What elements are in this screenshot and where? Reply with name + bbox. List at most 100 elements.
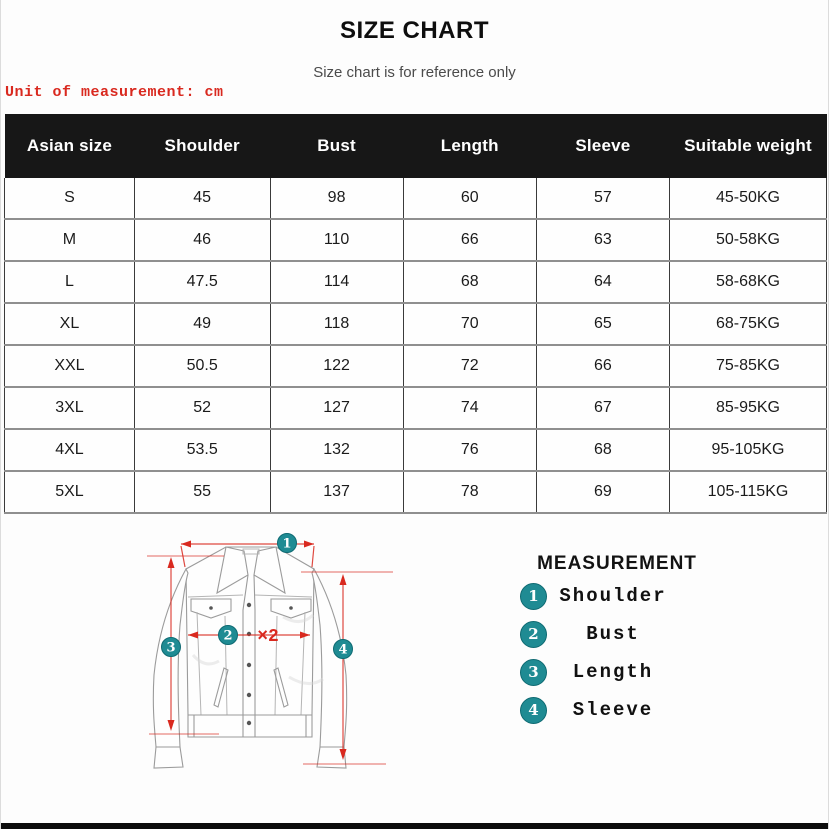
diagram-marker-1: 1 [277, 533, 297, 553]
legend-badge-4: 4 [520, 696, 547, 724]
column-header: Length [403, 114, 537, 178]
value-cell: 127 [270, 387, 404, 430]
value-cell: 50.5 [134, 345, 271, 388]
value-cell: 74 [403, 387, 537, 430]
column-header: Asian size [4, 114, 135, 178]
value-cell: 132 [270, 429, 404, 472]
value-cell: 68 [536, 429, 670, 472]
table-row: 5XL 55 137 78 69 105-115KG [4, 471, 828, 514]
page-subtitle: Size chart is for reference only [313, 64, 516, 81]
value-cell: 70 [403, 303, 537, 346]
bust-multiplier-label: ×2 [257, 627, 279, 647]
fabric-shading [191, 613, 324, 685]
value-cell: 64 [536, 261, 670, 304]
legend-label-bust: Bust [586, 623, 640, 645]
value-cell: 114 [270, 261, 404, 304]
size-cell: XL [4, 303, 135, 346]
table-row: 3XL 52 127 74 67 85-95KG [4, 387, 828, 430]
yoke-seam [187, 594, 313, 598]
diagram-marker-4: 4 [333, 639, 353, 659]
table-row: L 47.5 114 68 64 58-68KG [4, 261, 828, 304]
jacket-measurement-diagram: ×2 1 2 3 4 [147, 533, 393, 769]
front-panel-seams [196, 611, 306, 716]
value-cell: 66 [536, 345, 670, 388]
hem-band [188, 714, 312, 737]
value-cell: 68 [403, 261, 537, 304]
unit-of-measurement-note: Unit of measurement: cm [5, 84, 224, 101]
legend-item-shoulder: 1 Shoulder [471, 577, 763, 615]
value-cell: 67 [536, 387, 670, 430]
size-table: Asian size Shoulder Bust Length Sleeve Suitab… [4, 114, 828, 514]
page-title: SIZE CHART [340, 17, 489, 44]
column-header: Suitable weight [669, 114, 827, 178]
value-cell: 85-95KG [669, 387, 828, 430]
legend-label-length: Length [572, 661, 654, 683]
placket-buttons [246, 602, 252, 726]
size-cell: L [4, 261, 135, 304]
value-cell: 66 [403, 219, 537, 262]
svg-text:3: 3 [166, 641, 175, 656]
length-extension-lines [147, 555, 224, 735]
legend-item-length: 3 Length [471, 653, 763, 691]
value-cell: 110 [270, 219, 404, 262]
value-cell: 122 [270, 345, 404, 388]
diagram-marker-2: 2 [218, 625, 238, 645]
size-table-header-row: Asian size Shoulder Bust Length Sleeve Suitab… [4, 114, 827, 178]
svg-text:4: 4 [338, 643, 347, 658]
legend-badge-1: 1 [520, 582, 547, 610]
table-row: XXL 50.5 122 72 66 75-85KG [4, 345, 828, 388]
value-cell: 118 [270, 303, 404, 346]
value-cell: 68-75KG [669, 303, 828, 346]
value-cell: 57 [536, 178, 670, 220]
value-cell: 46 [134, 219, 271, 262]
value-cell: 50-58KG [669, 219, 828, 262]
legend-badge-3: 3 [520, 658, 547, 686]
legend-item-sleeve: 4 Sleeve [471, 691, 763, 729]
bottom-black-bar [1, 823, 828, 829]
column-header: Bust [270, 114, 404, 178]
left-welt-pocket [213, 667, 229, 708]
value-cell: 58-68KG [669, 261, 828, 304]
right-welt-pocket [273, 667, 289, 708]
size-table-body: S 45 98 60 57 45-50KG M 46 110 66 63 50-58KG L 47.5 11… [4, 178, 828, 514]
size-cell: M [4, 219, 135, 262]
value-cell: 105-115KG [669, 471, 828, 514]
value-cell: 95-105KG [669, 429, 828, 472]
svg-text:2: 2 [223, 629, 232, 644]
value-cell: 137 [270, 471, 404, 514]
right-chest-pocket-flap [270, 598, 312, 619]
value-cell: 78 [403, 471, 537, 514]
size-cell: XXL [4, 345, 135, 388]
legend-heading: MEASUREMENT [537, 553, 697, 574]
value-cell: 45-50KG [669, 178, 828, 220]
legend-item-bust: 2 Bust [471, 615, 763, 653]
column-header: Sleeve [536, 114, 670, 178]
diagram-marker-3: 3 [161, 637, 181, 657]
jacket-right-cuff [316, 746, 347, 769]
value-cell: 65 [536, 303, 670, 346]
jacket-body [185, 546, 315, 738]
table-row: S 45 98 60 57 45-50KG [4, 178, 828, 220]
value-cell: 45 [134, 178, 271, 220]
measurement-legend: MEASUREMENT 1 Shoulder 2 Bust 3 Length 4… [471, 553, 763, 729]
size-cell: S [4, 178, 135, 220]
table-row: 4XL 53.5 132 76 68 95-105KG [4, 429, 828, 472]
value-cell: 60 [403, 178, 537, 220]
legend-badge-2: 2 [520, 620, 547, 648]
value-cell: 98 [270, 178, 404, 220]
jacket-placket [242, 574, 256, 737]
legend-label-sleeve: Sleeve [572, 699, 654, 721]
table-row: M 46 110 66 63 50-58KG [4, 219, 828, 262]
value-cell: 53.5 [134, 429, 271, 472]
table-row: XL 49 118 70 65 68-75KG [4, 303, 828, 346]
svg-text:1: 1 [282, 537, 291, 552]
value-cell: 55 [134, 471, 271, 514]
value-cell: 69 [536, 471, 670, 514]
size-cell: 3XL [4, 387, 135, 430]
jacket-left-cuff [153, 746, 184, 769]
size-cell: 4XL [4, 429, 135, 472]
column-header: Shoulder [134, 114, 270, 178]
value-cell: 47.5 [134, 261, 271, 304]
value-cell: 75-85KG [669, 345, 828, 388]
